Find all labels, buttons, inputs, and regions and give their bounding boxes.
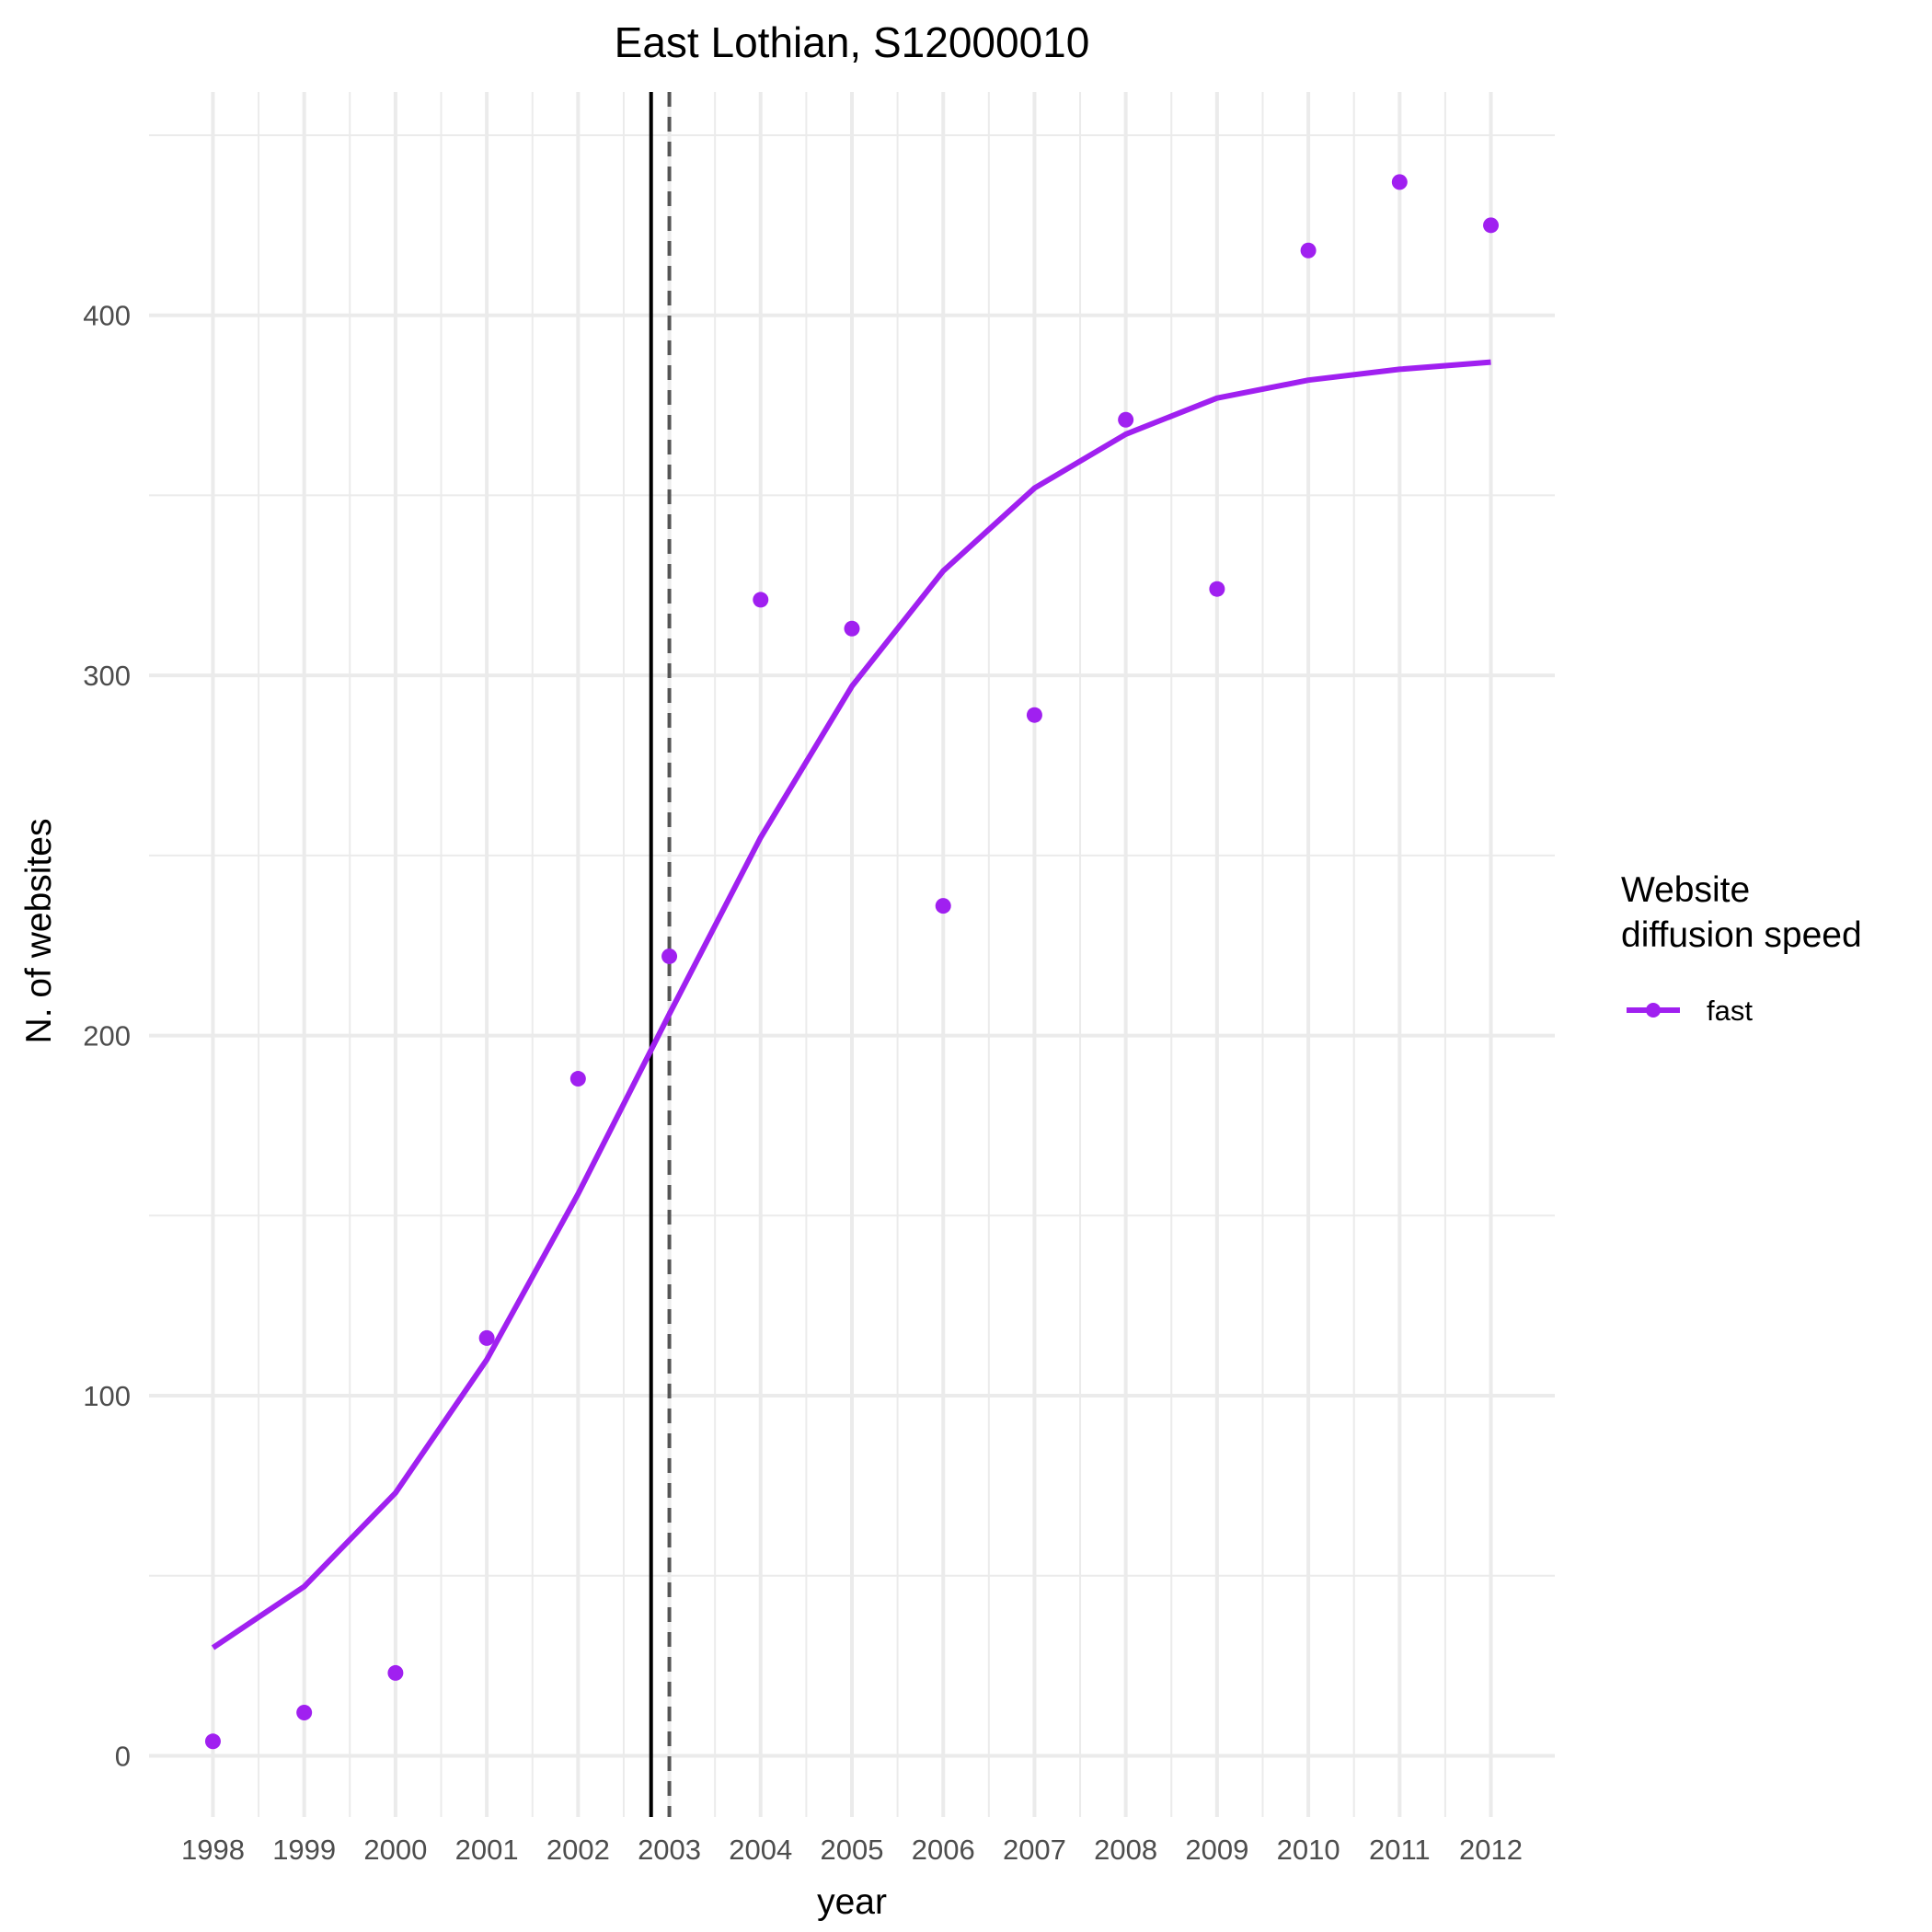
data-point [204, 1733, 221, 1750]
data-point [753, 592, 769, 608]
data-point [1300, 242, 1317, 259]
x-tick-label: 2002 [546, 1834, 610, 1866]
data-point [1209, 581, 1225, 597]
chart-title: East Lothian, S12000010 [615, 18, 1090, 66]
x-tick-label: 2005 [821, 1834, 884, 1866]
x-tick-label: 1999 [272, 1834, 336, 1866]
legend-key-point [1646, 1003, 1661, 1018]
x-tick-label: 2001 [455, 1834, 519, 1866]
y-tick-labels: 0 100 200 300 400 [83, 300, 131, 1773]
data-point [935, 898, 951, 914]
y-axis-title: N. of websites [19, 819, 59, 1044]
y-tick-label: 0 [115, 1740, 131, 1772]
data-point [569, 1071, 586, 1087]
data-point [1026, 707, 1042, 723]
x-axis-title: year [817, 1882, 887, 1922]
data-point [1118, 411, 1134, 428]
fit-line-fast [211, 359, 1491, 1650]
y-tick-label: 100 [83, 1380, 131, 1412]
data-point [661, 948, 678, 964]
x-tick-label: 2010 [1277, 1834, 1340, 1866]
data-point [844, 620, 860, 637]
y-tick-label: 200 [83, 1020, 131, 1052]
x-tick-label: 2009 [1185, 1834, 1248, 1866]
legend-title-line-2: diffusion speed [1621, 915, 1862, 955]
y-tick-label: 400 [83, 300, 131, 332]
x-tick-label: 2011 [1369, 1834, 1431, 1866]
x-tick-label: 2012 [1459, 1834, 1523, 1866]
legend-label-fast: fast [1707, 995, 1753, 1027]
y-tick-label: 300 [83, 660, 131, 692]
series [204, 174, 1500, 1750]
data-point [387, 1664, 404, 1681]
x-tick-label: 2007 [1003, 1834, 1066, 1866]
data-point [1483, 217, 1500, 234]
x-tick-label: 2008 [1094, 1834, 1157, 1866]
legend-title-line-1: Website [1621, 870, 1750, 910]
grid [149, 92, 1555, 1817]
reference-lines [649, 92, 672, 1817]
x-tick-label: 2003 [638, 1834, 701, 1866]
x-tick-labels: 1998 1999 2000 2001 2002 2003 2004 2005 2006 2007… [181, 1834, 1523, 1866]
legend: Website diffusion speed fast [1621, 870, 1862, 1027]
data-point [478, 1329, 495, 1346]
data-point [296, 1704, 313, 1720]
data-point [1391, 174, 1408, 190]
x-tick-label: 2006 [912, 1834, 975, 1866]
x-tick-label: 2000 [363, 1834, 427, 1866]
x-tick-label: 2004 [729, 1834, 792, 1866]
x-tick-label: 1998 [181, 1834, 245, 1866]
